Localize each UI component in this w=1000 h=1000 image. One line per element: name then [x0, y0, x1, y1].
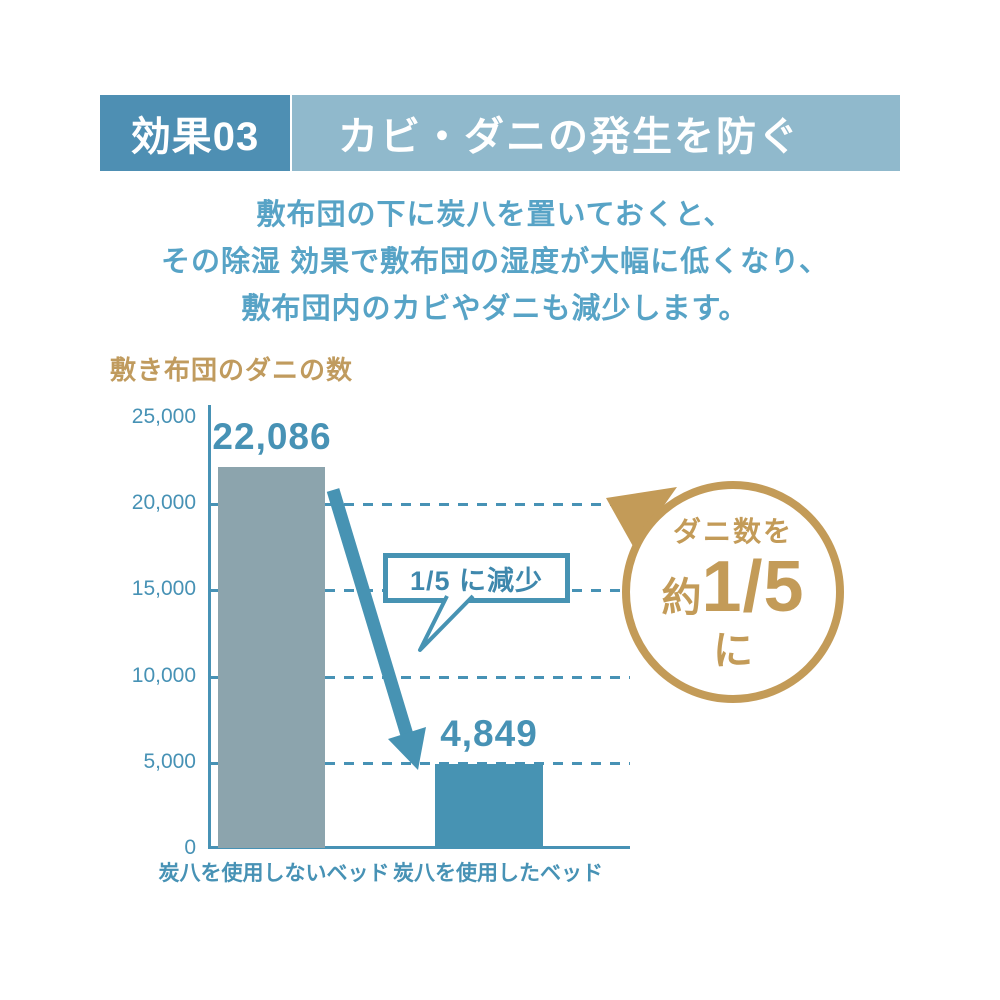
header-title: カビ・ダニの発生を防ぐ	[292, 95, 900, 171]
bar-value-without-sumihachi: 22,086	[212, 416, 332, 458]
y-tick: 25,000	[131, 405, 196, 428]
reduction-badge-circle: ダニ数を 約 1/5 に	[622, 481, 844, 703]
y-tick: 5,000	[143, 749, 196, 773]
bar-chart-plot-area: 22,086 4,849 炭八を使用しないベッド 炭八を使用したベッド	[159, 405, 630, 885]
effect-number-badge: 効果03	[100, 95, 290, 171]
category-label-without-sumihachi: 炭八を使用しないベッド	[158, 862, 390, 885]
intro-line-2: その除湿 効果で敷布団の湿度が大幅に低くなり、	[161, 246, 829, 278]
y-tick: 10,000	[131, 663, 196, 687]
x-axis-line	[208, 846, 630, 849]
bar-without-sumihachi	[218, 467, 325, 848]
bar-with-sumihachi	[435, 764, 543, 848]
intro-line-3: 敷布団内のカビやダニも減少します。	[241, 293, 749, 325]
badge-suffix: に	[713, 629, 753, 673]
y-axis-tick-labels: 25,000 20,000 15,000 10,000 5,000 0	[80, 405, 196, 859]
intro-paragraph: 敷布団の下に炭八を置いておくと、 その除湿 効果で敷布団の湿度が大幅に低くなり、…	[0, 192, 990, 333]
badge-fraction: 1/5	[701, 547, 805, 627]
chart-title: 敷き布団のダニの数	[110, 355, 354, 385]
y-tick: 15,000	[131, 577, 196, 601]
y-tick: 0	[184, 836, 196, 859]
gridline-20000	[211, 503, 630, 507]
y-tick: 20,000	[131, 491, 196, 515]
badge-prefix: 約	[661, 576, 702, 620]
y-axis-line	[208, 405, 211, 848]
header-banner: 効果03 カビ・ダニの発生を防ぐ	[100, 95, 900, 171]
gridline-10000	[211, 675, 630, 679]
intro-line-1: 敷布団の下に炭八を置いておくと、	[256, 199, 734, 231]
reduction-annotation-bubble: 1/5 に減少	[383, 553, 570, 603]
badge-fraction-row: 約 1/5	[661, 546, 804, 628]
category-label-with-sumihachi: 炭八を使用したベッド	[393, 862, 603, 885]
bar-value-with-sumihachi: 4,849	[440, 713, 538, 755]
badge-line1: ダニ数を	[672, 516, 793, 547]
